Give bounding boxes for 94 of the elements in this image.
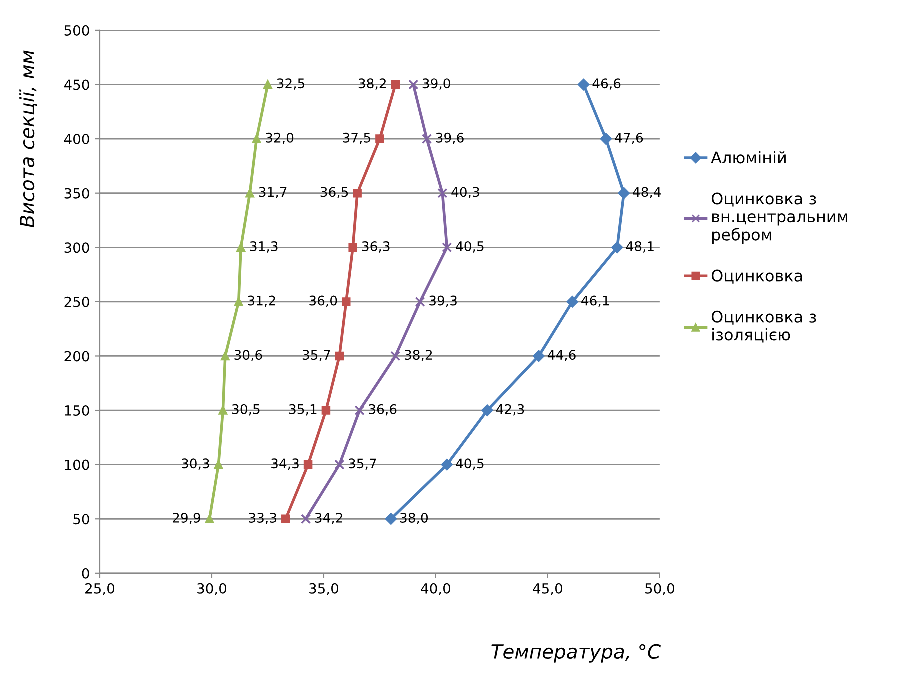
annotation: 35,7 bbox=[302, 350, 330, 362]
point bbox=[304, 460, 313, 470]
point bbox=[353, 188, 362, 198]
annotation: 36,0 bbox=[310, 296, 338, 308]
annotation: 36,6 bbox=[369, 404, 397, 416]
annotation: 42,3 bbox=[496, 404, 524, 416]
y-tick-label: 0 bbox=[82, 568, 90, 579]
point bbox=[438, 188, 448, 198]
annotation: 38,2 bbox=[358, 78, 386, 90]
y-tick-label: 250 bbox=[64, 296, 90, 308]
point bbox=[408, 80, 419, 90]
point bbox=[533, 350, 545, 362]
x-tick-label: 30,0 bbox=[198, 583, 227, 596]
annotation: 29,9 bbox=[172, 512, 200, 524]
point bbox=[214, 460, 224, 470]
annotation: 39,6 bbox=[436, 132, 464, 144]
annotation: 48,1 bbox=[626, 241, 654, 253]
annotation: 39,0 bbox=[422, 78, 450, 90]
annotation: 34,3 bbox=[272, 458, 299, 470]
annotation: 32,0 bbox=[266, 132, 294, 144]
x-tick-label: 45,0 bbox=[533, 583, 562, 596]
annotation: 30,5 bbox=[232, 404, 260, 416]
y-tick-label: 50 bbox=[74, 514, 90, 525]
x-axis-title: Температура, °C bbox=[492, 644, 661, 663]
legend-label: Оцинковка bbox=[712, 270, 802, 284]
x-tick-label: 35,0 bbox=[310, 583, 339, 596]
annotation: 40,3 bbox=[452, 187, 480, 199]
point bbox=[618, 188, 630, 200]
point bbox=[221, 352, 230, 361]
annotation: 46,6 bbox=[592, 78, 621, 90]
annotation: 32,5 bbox=[277, 78, 305, 90]
y-tick-label: 200 bbox=[64, 351, 90, 362]
point bbox=[252, 134, 262, 144]
point bbox=[300, 514, 312, 524]
point bbox=[422, 134, 432, 144]
annotation: 31,2 bbox=[248, 296, 276, 308]
annotation: 37,5 bbox=[343, 132, 370, 144]
point bbox=[234, 298, 244, 306]
point bbox=[600, 133, 612, 145]
point bbox=[354, 405, 365, 416]
annotation: 47,6 bbox=[615, 132, 644, 144]
annotation: 48,4 bbox=[633, 187, 662, 199]
annotation: 33,3 bbox=[249, 512, 276, 524]
point bbox=[415, 296, 426, 308]
point bbox=[482, 404, 494, 416]
point bbox=[205, 514, 214, 524]
y-tick-label: 450 bbox=[64, 80, 90, 90]
annotation: 35,7 bbox=[348, 458, 376, 470]
x-tick-label: 50,0 bbox=[646, 583, 674, 596]
y-axis-title: Висота секції, мм bbox=[20, 50, 38, 228]
point bbox=[322, 406, 331, 415]
y-tick-label: 100 bbox=[65, 460, 90, 470]
legend-label: Оцинковка з вн.центральним ребром bbox=[712, 192, 848, 244]
point bbox=[391, 80, 400, 90]
point bbox=[390, 351, 401, 362]
point bbox=[246, 188, 254, 198]
point bbox=[566, 296, 578, 308]
annotation: 46,1 bbox=[582, 296, 610, 308]
point bbox=[334, 460, 345, 470]
annotation: 40,5 bbox=[456, 241, 484, 253]
annotation: 34,2 bbox=[315, 512, 342, 524]
y-tick-label: 400 bbox=[64, 134, 90, 145]
annotation: 31,7 bbox=[259, 187, 287, 199]
point bbox=[442, 242, 452, 253]
point bbox=[385, 513, 397, 525]
annotation: 39,3 bbox=[430, 296, 457, 308]
legend-label: Алюміній bbox=[711, 151, 786, 164]
legend-label: Оцинковка з ізоляцією bbox=[712, 310, 816, 343]
point bbox=[236, 243, 246, 252]
point bbox=[578, 78, 590, 91]
point bbox=[342, 298, 351, 306]
annotation: 40,5 bbox=[456, 458, 484, 470]
y-tick-label: 350 bbox=[64, 188, 90, 199]
x-tick-label: 40,0 bbox=[421, 583, 450, 596]
y-tick-label: 500 bbox=[64, 25, 90, 36]
point bbox=[441, 459, 453, 471]
y-tick-label: 150 bbox=[65, 406, 90, 416]
annotation: 30,6 bbox=[234, 350, 262, 362]
point bbox=[282, 514, 290, 524]
point bbox=[376, 134, 384, 144]
point bbox=[348, 243, 358, 252]
annotation: 30,3 bbox=[182, 458, 210, 470]
annotation: 35,1 bbox=[290, 404, 317, 416]
annotation: 38,2 bbox=[404, 350, 432, 362]
annotation: 36,3 bbox=[362, 241, 390, 253]
point bbox=[264, 80, 272, 90]
point bbox=[612, 242, 624, 254]
y-tick-label: 300 bbox=[64, 242, 90, 254]
annotation: 31,3 bbox=[250, 241, 278, 253]
annotation: 38,0 bbox=[400, 512, 428, 524]
x-tick-label: 25,0 bbox=[86, 583, 115, 596]
point bbox=[335, 352, 344, 361]
annotation: 36,5 bbox=[320, 187, 348, 199]
annotation: 44,6 bbox=[548, 350, 576, 362]
